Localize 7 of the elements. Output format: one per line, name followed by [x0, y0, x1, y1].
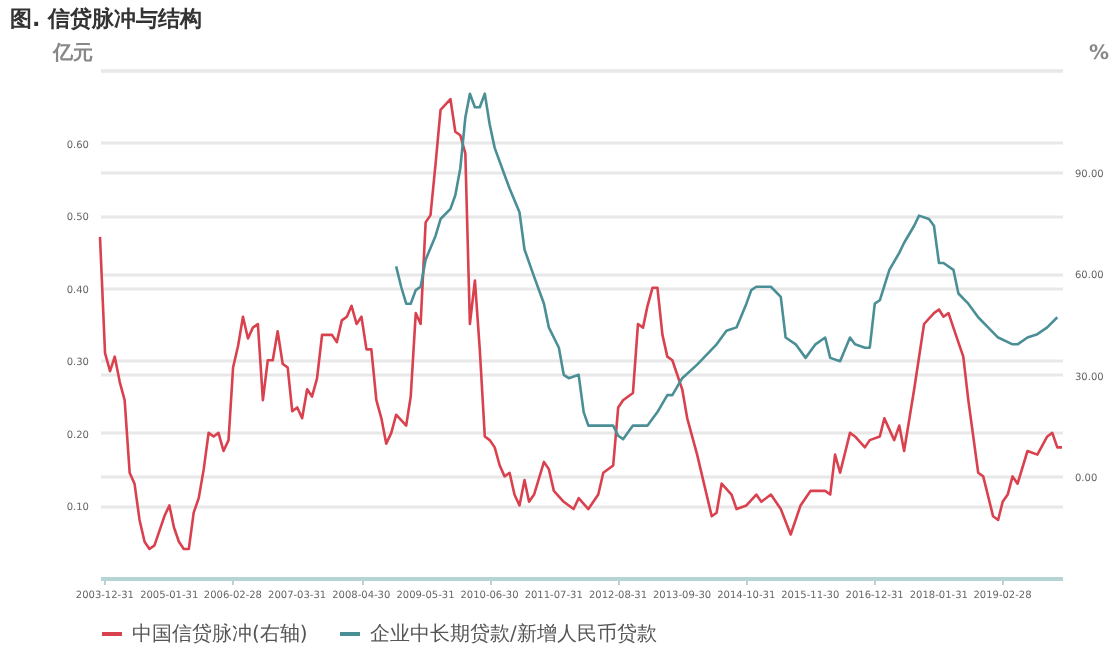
- chart-title: 图. 信贷脉冲与结构: [10, 6, 203, 32]
- line-series: [98, 97, 1064, 551]
- legend-label: 企业中长期贷款/新增人民币贷款: [370, 622, 657, 646]
- y-axis-title: 亿元: [51, 41, 93, 65]
- y2-axis-title: %: [1088, 43, 1110, 65]
- legend-label: 中国信贷脉冲(右轴): [132, 622, 308, 646]
- line-series: [394, 92, 1059, 441]
